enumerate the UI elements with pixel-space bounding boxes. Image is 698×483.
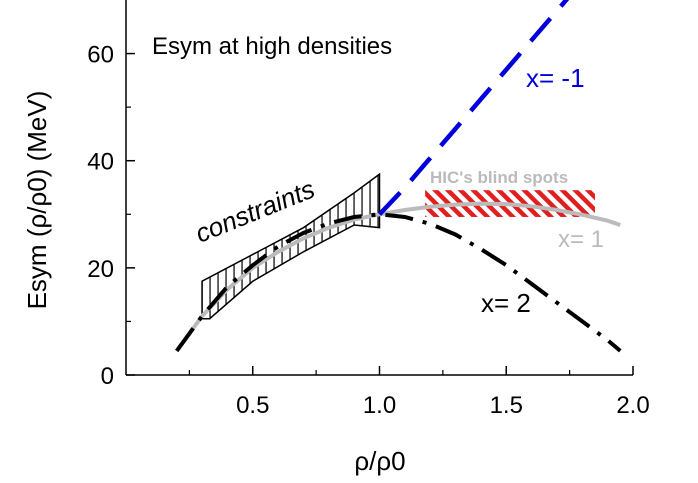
y-tick-label: 0 <box>101 363 114 390</box>
chart-title: Esym at high densities <box>152 33 392 60</box>
svg-text:Esym (ρ/ρ0) (MeV): Esym (ρ/ρ0) (MeV) <box>22 91 52 310</box>
y-tick-label: 20 <box>87 256 114 283</box>
series-label-x-minus-1: x= -1 <box>526 63 585 93</box>
constraints-label: constraints <box>191 174 319 249</box>
y-tick-label: 60 <box>87 42 114 69</box>
y-tick-label: 40 <box>87 149 114 176</box>
blind-spots-label: HIC's blind spots <box>430 168 568 187</box>
x-tick-label: 1.0 <box>363 392 396 419</box>
series-label-x-1: x= 1 <box>558 226 604 253</box>
x-tick-label: 0.5 <box>236 392 269 419</box>
series-label-x-2: x= 2 <box>481 288 531 318</box>
series-line-0 <box>175 201 621 353</box>
x-axis-title: ρ/ρ0 <box>354 446 405 476</box>
series-line-1 <box>175 212 622 353</box>
svg-text:ρ/ρ0: ρ/ρ0 <box>354 446 405 476</box>
x-tick-label: 2.0 <box>616 392 649 419</box>
y-axis-title: Esym (ρ/ρ0) (MeV) <box>22 91 52 310</box>
constraints-outline <box>201 172 381 320</box>
axes-layer: 0.5 1.0 1.5 2.0 0 20 40 60 <box>87 0 650 419</box>
x-tick-label: 1.5 <box>490 392 523 419</box>
series-line-2 <box>377 0 570 216</box>
